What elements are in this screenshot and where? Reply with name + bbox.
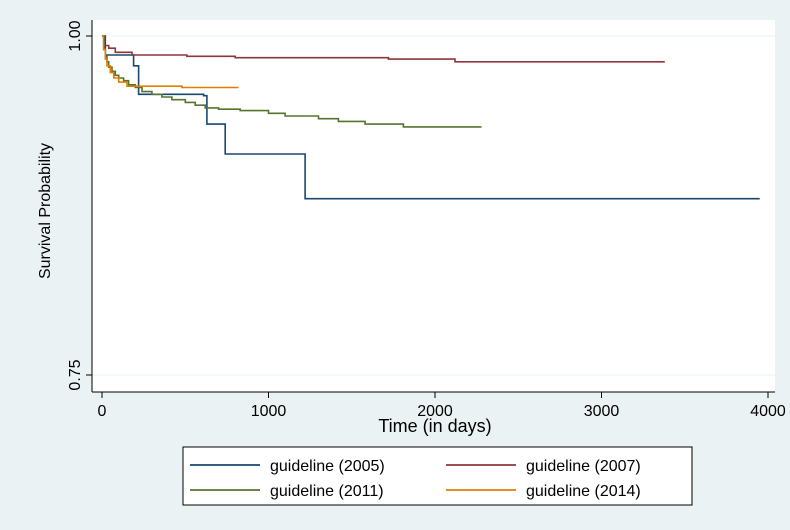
- x-tick-label: 3000: [584, 403, 620, 420]
- legend-label-3: guideline (2011): [270, 483, 384, 500]
- series-line-4: [102, 35, 239, 89]
- legend-box: [182, 446, 693, 506]
- x-tick-label: 1000: [251, 403, 287, 420]
- legend-label-1: guideline (2005): [270, 458, 385, 475]
- legend: guideline (2005) guideline (2007) guidelin…: [182, 446, 693, 506]
- axes: 0 1000 2000 3000 4000 0.75 1.00: [67, 20, 786, 420]
- x-tick-label: 4000: [750, 403, 786, 420]
- legend-label-2: guideline (2007): [526, 458, 641, 475]
- x-tick-label: 2000: [417, 403, 453, 420]
- x-axis-label: Time (in days): [378, 416, 491, 436]
- series-lines: [102, 35, 760, 200]
- legend-label-4: guideline (2014): [526, 483, 641, 500]
- series-line-2: [102, 35, 665, 63]
- x-tick-label: 0: [98, 403, 107, 420]
- y-axis-label: Survival Probability: [37, 143, 54, 279]
- series-line-1: [102, 35, 760, 200]
- plot-area: [92, 20, 775, 392]
- grid-lines: [92, 35, 775, 376]
- y-tick-label: 1.00: [67, 20, 84, 51]
- y-tick-label: 0.75: [67, 359, 84, 390]
